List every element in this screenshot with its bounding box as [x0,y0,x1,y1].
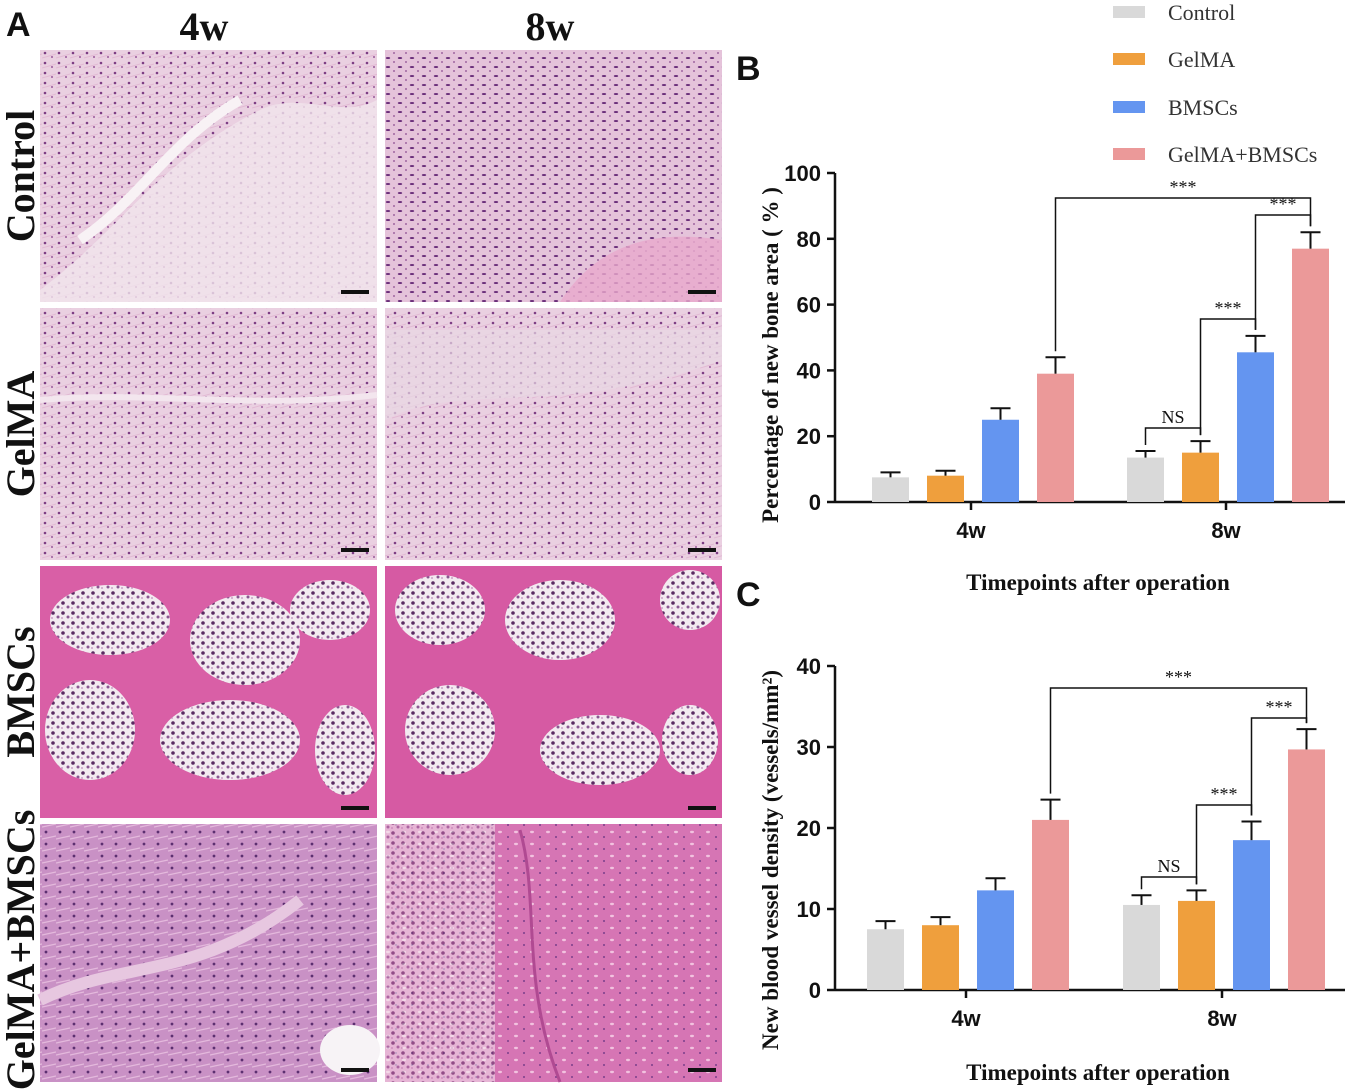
legend-swatch-gelma-bmscs [1113,148,1145,160]
y-axis-title-c: New blood vessel density (vessels/mm²) [758,670,783,1050]
bar-c [922,925,959,990]
bar-c [1123,904,1160,990]
significance-label-c: *** [1211,784,1238,804]
y-axis-title-b: Percentage of new bone area ( % ) [758,187,783,523]
bar-c [1178,900,1215,990]
x-tick-label-c: 8w [1207,1006,1237,1031]
significance-bracket-b [1054,197,1312,352]
row-header-gelma: GelMA [0,371,43,498]
significance-label-b: NS [1161,407,1184,427]
significance-label-c: NS [1157,856,1180,876]
legend-label-bmscs: BMSCs [1168,95,1238,120]
row-header-gelma-bmscs: GelMA+BMSCs [0,810,43,1091]
panel-label-b: B [736,50,761,88]
x-tick-label-b: 4w [956,518,986,543]
chart-new-bone-area: Percentage of new bone area ( % ) Timepo… [758,161,1345,595]
row-header-bmscs: BMSCs [0,626,43,757]
bar-c [1233,840,1270,990]
column-header-4w: 4w [180,4,229,49]
y-tick-label-b: 100 [784,161,821,186]
significance-bracket-b [1144,427,1202,446]
micrograph-control-8w [385,50,722,302]
bar-b [872,477,909,502]
y-tick-label-c: 40 [797,654,821,679]
panel-label-a: A [6,6,31,44]
bar-b [927,475,964,502]
micrograph-bmscs-4w [40,566,377,818]
y-tick-label-c: 30 [797,735,821,760]
micrograph-gelma-bmscs-8w [385,824,722,1083]
y-tick-label-c: 20 [797,816,821,841]
x-tick-label-b: 8w [1211,518,1241,543]
bar-b [982,419,1019,502]
significance-label-b: *** [1215,298,1242,318]
bar-b [1292,248,1329,502]
chart-blood-vessel-density: New blood vessel density (vessels/mm²) T… [758,654,1345,1085]
y-tick-label-b: 80 [797,227,821,252]
y-tick-label-b: 20 [797,424,821,449]
column-header-8w: 8w [526,4,575,49]
legend: Control GelMA BMSCs GelMA+BMSCs [1113,0,1317,167]
legend-swatch-control [1113,6,1145,18]
bar-c [977,890,1014,990]
legend-label-gelma: GelMA [1168,47,1235,72]
panel-label-c: C [736,576,761,614]
micrograph-gelma-bmscs-4w [37,824,380,1082]
legend-label-gelma-bmscs: GelMA+BMSCs [1168,142,1317,167]
bar-b [1127,457,1164,502]
bar-c [867,929,904,990]
significance-label-b: *** [1270,194,1297,214]
x-axis-title-c: Timepoints after operation [966,1060,1230,1085]
bar-c [1288,749,1325,990]
micrograph-gelma-8w [385,308,722,560]
significance-label-c: *** [1165,667,1192,687]
x-tick-label-c: 4w [951,1006,981,1031]
row-header-control: Control [0,110,43,243]
x-axis-title-b: Timepoints after operation [966,570,1230,595]
micrograph-control-4w [40,50,377,302]
bar-b [1037,373,1074,502]
significance-label-b: *** [1170,177,1197,197]
y-tick-label-b: 0 [809,490,821,515]
significance-bracket-c [1140,876,1198,890]
micrograph-gelma-4w [39,308,378,560]
significance-label-c: *** [1266,697,1293,717]
y-tick-label-b: 60 [797,293,821,318]
y-tick-label-c: 0 [809,978,821,1003]
bar-c [1032,819,1069,990]
significance-bracket-c [1049,687,1308,794]
legend-swatch-gelma [1113,53,1145,65]
micrograph-bmscs-8w [385,566,722,818]
y-tick-label-b: 40 [797,358,821,383]
legend-label-control: Control [1168,0,1235,25]
bar-b [1237,352,1274,502]
bar-b [1182,452,1219,502]
y-tick-label-c: 10 [797,897,821,922]
legend-swatch-bmscs [1113,101,1145,113]
